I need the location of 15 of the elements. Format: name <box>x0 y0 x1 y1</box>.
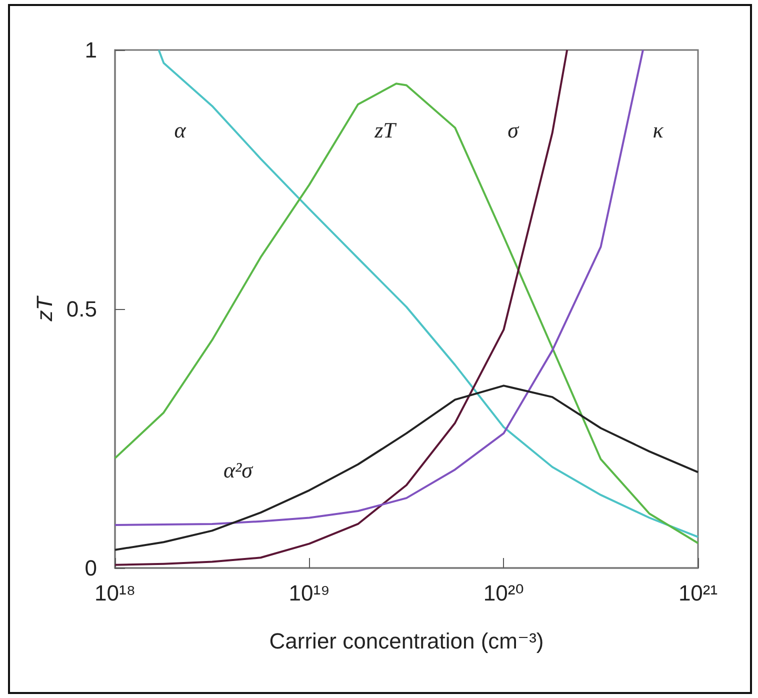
x-tick-label: 10¹⁹ <box>288 580 330 606</box>
y-tick-label: 1 <box>84 38 97 62</box>
x-tick-label: 10²¹ <box>678 580 718 606</box>
line-series <box>114 384 699 551</box>
series-label: α²σ <box>224 458 254 482</box>
series-label: zT <box>374 118 398 142</box>
y-tick-label: 0.5 <box>66 296 97 322</box>
y-tick-label: 0 <box>84 556 97 580</box>
series-label: κ <box>652 118 664 142</box>
x-axis-title: Carrier concentration (cm⁻³) <box>269 628 544 654</box>
x-tick-label: 10²⁰ <box>483 580 524 606</box>
series-label: α <box>174 118 186 142</box>
x-tick-label: 10¹⁸ <box>94 580 136 606</box>
series-label: σ <box>508 118 520 142</box>
y-axis-title: zT <box>32 295 58 322</box>
